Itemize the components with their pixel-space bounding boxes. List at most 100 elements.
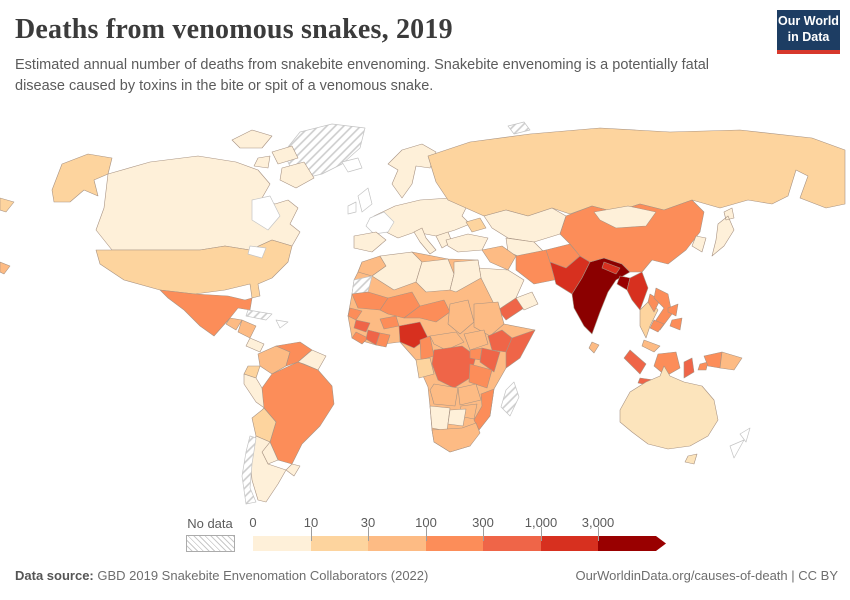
owid-url-link[interactable]: OurWorldinData.org/causes-of-death — [575, 568, 788, 583]
chart-subtitle: Estimated annual number of deaths from s… — [15, 57, 710, 95]
country-guatemala[interactable] — [225, 317, 243, 331]
country-botswana[interactable] — [447, 408, 467, 427]
country-hispaniola[interactable] — [275, 319, 289, 329]
owid-logo[interactable]: Our World in Data — [777, 10, 840, 54]
country-spain-portugal[interactable] — [353, 231, 387, 253]
country-syria-iraq[interactable] — [481, 245, 517, 271]
country-china[interactable] — [559, 199, 705, 273]
world-map — [0, 112, 850, 512]
country-libya[interactable] — [415, 258, 455, 293]
country-indonesia-sulawesi[interactable] — [683, 357, 695, 379]
country-japan[interactable] — [711, 207, 735, 257]
country-russia-wrap[interactable] — [0, 197, 15, 213]
country-algeria[interactable] — [371, 251, 423, 291]
country-south-africa[interactable] — [431, 422, 481, 453]
logo-line1: Our World — [778, 14, 839, 29]
map-legend: No data 0 10 30 100 300 1,000 3,000 — [0, 514, 850, 558]
legend-segment-5[interactable] — [541, 536, 598, 551]
license-separator: | — [787, 568, 799, 583]
chart-footer: Data source: GBD 2019 Snakebite Envenoma… — [0, 566, 850, 590]
country-uruguay[interactable] — [285, 463, 301, 477]
country-ghana[interactable] — [375, 332, 391, 348]
country-cambodia[interactable] — [649, 319, 665, 333]
legend-segment-1[interactable] — [311, 536, 368, 551]
country-turkey[interactable] — [445, 233, 489, 253]
country-indonesia-moluccas[interactable] — [697, 361, 709, 371]
country-russia[interactable] — [427, 127, 846, 217]
country-chad[interactable] — [447, 299, 475, 335]
country-france[interactable] — [365, 211, 395, 235]
country-namibia[interactable] — [429, 405, 451, 432]
country-kenya[interactable] — [479, 347, 501, 373]
country-asia-wrap[interactable] — [0, 261, 11, 275]
country-south-sudan[interactable] — [463, 329, 489, 351]
legend-tick-label: 3,000 — [581, 515, 615, 530]
region-caucasus[interactable] — [465, 217, 487, 233]
country-gabon-congo[interactable] — [415, 357, 435, 379]
country-mongolia[interactable] — [593, 205, 657, 229]
country-guinea[interactable] — [353, 319, 371, 333]
country-usa[interactable] — [95, 239, 293, 299]
country-korea[interactable] — [691, 235, 707, 253]
legend-tick — [426, 527, 427, 541]
legend-tick-label: 30 — [360, 515, 376, 530]
country-papua-new-guinea[interactable] — [719, 351, 743, 371]
legend-segment-3[interactable] — [426, 536, 483, 551]
country-italy[interactable] — [413, 227, 437, 255]
country-canada-arctic[interactable] — [231, 129, 299, 169]
country-borneo[interactable] — [653, 351, 681, 377]
country-iceland[interactable] — [341, 157, 363, 173]
legend-tick — [368, 527, 369, 541]
legend-tick — [311, 527, 312, 541]
country-somalia[interactable] — [505, 329, 536, 369]
hudson-bay — [251, 195, 281, 231]
data-source-text: GBD 2019 Snakebite Envenomation Collabor… — [93, 568, 429, 583]
country-sudan[interactable] — [473, 301, 505, 337]
country-canada-baffin[interactable] — [279, 161, 315, 189]
country-egypt[interactable] — [449, 259, 482, 293]
no-data-label: No data — [187, 516, 233, 531]
country-uk[interactable] — [357, 187, 373, 213]
legend-segment-6[interactable] — [598, 536, 666, 551]
country-malaysia[interactable] — [641, 339, 661, 353]
country-mexico[interactable] — [159, 289, 253, 337]
country-chile[interactable] — [241, 435, 257, 505]
country-drc[interactable] — [431, 345, 477, 389]
country-angola[interactable] — [429, 383, 459, 407]
country-myanmar[interactable] — [626, 271, 649, 311]
country-oman[interactable] — [515, 291, 539, 311]
country-central-african-republic[interactable] — [429, 331, 465, 351]
country-alaska[interactable] — [51, 153, 113, 203]
country-svalbard[interactable] — [507, 121, 531, 135]
data-source-label: Data source: — [15, 568, 94, 583]
country-tanzania[interactable] — [468, 363, 493, 389]
country-madagascar[interactable] — [500, 381, 520, 417]
logo-line2: in Data — [787, 30, 830, 44]
country-nepal[interactable] — [601, 261, 621, 275]
legend-segment-2[interactable] — [368, 536, 426, 551]
license-badge: CC BY — [798, 568, 838, 583]
legend-tick-label: 10 — [303, 515, 319, 530]
country-sierra-leone-liberia[interactable] — [351, 331, 369, 345]
legend-tick-label: 1,000 — [524, 515, 558, 530]
country-australia[interactable] — [619, 365, 719, 465]
data-source: Data source: GBD 2019 Snakebite Envenoma… — [15, 568, 428, 583]
great-lakes — [247, 245, 267, 259]
country-philippines[interactable] — [667, 303, 683, 331]
country-scandinavia[interactable] — [387, 143, 437, 199]
legend-segment-4[interactable] — [483, 536, 541, 551]
country-costa-rica-panama[interactable] — [245, 337, 265, 353]
legend-tick-label: 0 — [249, 515, 257, 530]
country-new-zealand[interactable] — [729, 427, 751, 459]
no-data-swatch[interactable] — [186, 535, 235, 552]
country-zambia[interactable] — [457, 383, 482, 406]
country-niger[interactable] — [403, 299, 451, 323]
country-uganda[interactable] — [469, 347, 483, 361]
country-sri-lanka[interactable] — [588, 341, 600, 354]
country-ireland[interactable] — [347, 201, 357, 215]
country-indonesia-sumatra[interactable] — [623, 349, 647, 375]
country-cuba[interactable] — [245, 309, 273, 321]
legend-tick — [598, 527, 599, 541]
legend-segment-0[interactable] — [253, 536, 311, 551]
